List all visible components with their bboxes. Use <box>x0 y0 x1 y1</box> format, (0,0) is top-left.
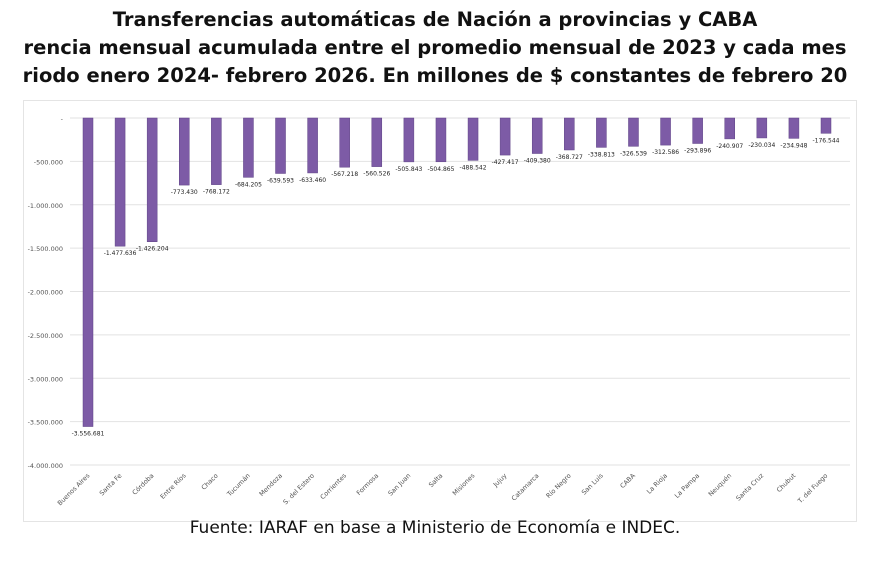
category-label: T. del Fuego <box>796 472 830 506</box>
category-label: La Rioja <box>645 472 669 496</box>
category-label: Santa Fe <box>98 472 124 498</box>
chart-title: Transferencias automáticas de Nación a p… <box>112 8 758 31</box>
category-label: La Pampa <box>673 472 701 500</box>
bar <box>275 117 286 174</box>
data-label: -338.813 <box>588 151 615 158</box>
source-note: Fuente: IARAF en base a Ministerio de Ec… <box>189 518 681 538</box>
data-label: -560.526 <box>363 171 390 178</box>
bar <box>628 117 639 147</box>
category-label: S. del Estero <box>282 472 317 507</box>
category-label: Salta <box>427 472 444 489</box>
category-label: Chubut <box>775 471 798 494</box>
y-tick-label: - <box>61 115 64 123</box>
y-tick-label: -4.000.000 <box>28 462 63 470</box>
data-label: -505.843 <box>395 166 422 173</box>
bar <box>307 117 318 174</box>
bar <box>243 117 254 178</box>
category-label: Córdoba <box>131 472 156 497</box>
category-label: Catamarca <box>510 472 541 503</box>
bar-chart: - -500.000 -1.000.000 -1.500.000 -2.000.000 -… <box>28 115 850 507</box>
chart-frame <box>23 100 857 522</box>
bar <box>564 117 575 151</box>
category-label: Tucumán <box>225 472 252 499</box>
y-tick-label: -2.500.000 <box>28 332 63 340</box>
data-label: -427.417 <box>492 159 519 166</box>
category-label: Buenos Aires <box>56 471 92 507</box>
category-label: Corrientes <box>319 471 349 501</box>
category-label: Formosa <box>355 472 380 497</box>
data-label: -633.460 <box>299 177 326 184</box>
data-label: -504.865 <box>427 166 454 173</box>
data-label: -3.556.681 <box>72 431 105 438</box>
y-tick-label: -3.500.000 <box>28 419 63 427</box>
bar <box>339 117 350 168</box>
bar <box>114 117 126 247</box>
category-label: Río Negro <box>545 472 573 500</box>
bar <box>179 117 190 186</box>
category-label: Jujuy <box>491 472 509 490</box>
bar <box>788 117 800 139</box>
data-label: -234.948 <box>780 142 807 149</box>
bar <box>531 117 543 154</box>
data-label: -768.172 <box>203 189 230 196</box>
chart-subtitle-line-1: rencia mensual acumulada entre el promed… <box>23 36 847 59</box>
category-label: Mendoza <box>258 472 284 498</box>
bar <box>403 117 415 163</box>
bar <box>371 117 383 167</box>
data-label: -326.539 <box>620 150 647 157</box>
category-label: Entre Ríos <box>159 471 188 500</box>
category-label: San Luis <box>580 471 605 496</box>
data-label: -409.380 <box>524 158 551 165</box>
data-label: -639.593 <box>267 177 294 184</box>
bar <box>692 117 703 144</box>
data-label: -684.205 <box>235 181 262 188</box>
y-tick-label: -1.000.000 <box>28 202 63 210</box>
bar <box>660 117 671 146</box>
bar <box>724 117 735 140</box>
data-label: -1.426.204 <box>136 246 169 253</box>
bar <box>820 117 832 134</box>
y-tick-label: -2.000.000 <box>28 289 63 297</box>
category-label: Santa Cruz <box>734 471 765 502</box>
data-label: -368.727 <box>556 154 583 161</box>
bar <box>211 117 222 185</box>
data-label: -1.477.636 <box>104 250 137 257</box>
y-tick-label: -3.000.000 <box>28 375 63 383</box>
category-label: Misiones <box>451 471 477 497</box>
category-label: Chaco <box>200 472 220 492</box>
bar <box>82 117 94 427</box>
data-label: -240.907 <box>716 143 743 150</box>
category-label: Neuquén <box>707 472 733 498</box>
category-label: San Juan <box>387 472 413 498</box>
y-tick-label: -1.500.000 <box>28 245 63 253</box>
category-label: CABA <box>619 471 638 490</box>
bar <box>467 117 479 161</box>
data-label: -488.542 <box>460 164 487 171</box>
data-label: -567.218 <box>331 171 358 178</box>
chart-subtitle-line-2: riodo enero 2024- febrero 2026. En millo… <box>22 64 848 87</box>
data-label: -230.034 <box>748 142 775 149</box>
bar <box>596 117 607 148</box>
data-label: -176.544 <box>813 137 840 144</box>
bar <box>499 117 511 156</box>
bar <box>756 117 768 139</box>
data-label: -773.430 <box>171 189 198 196</box>
data-label: -312.586 <box>652 149 679 156</box>
data-label: -293.896 <box>684 147 711 154</box>
y-tick-label: -500.000 <box>34 158 63 166</box>
bar <box>146 117 158 242</box>
bar <box>435 117 447 163</box>
